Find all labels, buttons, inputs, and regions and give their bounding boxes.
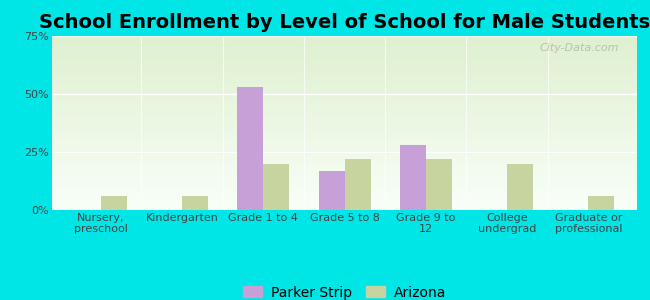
Bar — [426, 159, 452, 210]
Legend: Parker Strip, Arizona: Parker Strip, Arizona — [239, 282, 450, 300]
Title: School Enrollment by Level of School for Male Students: School Enrollment by Level of School for… — [39, 13, 650, 32]
Bar — [507, 164, 533, 210]
Bar — [237, 87, 263, 210]
Text: City-Data.com: City-Data.com — [540, 43, 619, 53]
Bar — [588, 196, 614, 210]
Bar — [344, 159, 370, 210]
Bar — [263, 164, 289, 210]
Bar — [400, 145, 426, 210]
Bar — [101, 196, 127, 210]
Bar — [318, 171, 344, 210]
Bar — [182, 196, 208, 210]
